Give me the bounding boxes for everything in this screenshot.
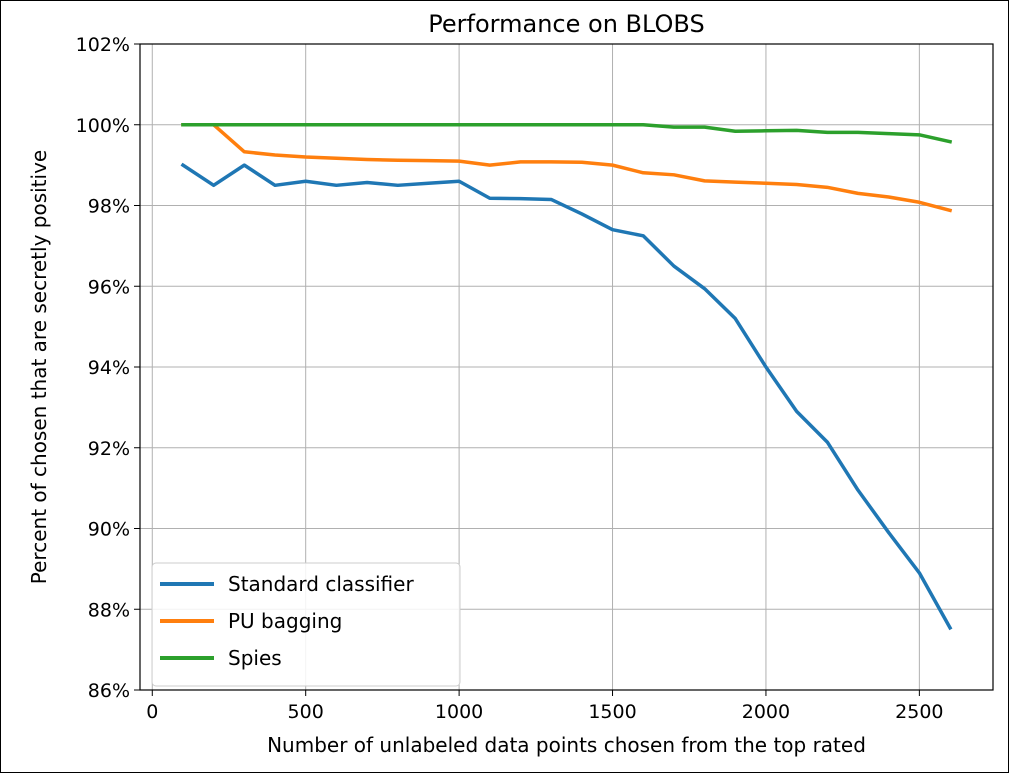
legend-box: [151, 562, 461, 687]
y-axis-label: Percent of chosen that are secretly posi…: [27, 150, 51, 584]
x-tick-label: 1000: [435, 701, 483, 723]
tick-labels: 0 500 1000 1500 2000 2500 86% 88% 90% 92% 94% 96% 98…: [76, 34, 944, 723]
series-line-standard-classifier: [180, 162, 953, 631]
x-axis-label: Number of unlabeled data points chosen f…: [267, 733, 866, 757]
legend-label-pu-bagging: PU bagging: [228, 609, 342, 633]
chart-title: Performance on BLOBS: [428, 10, 704, 38]
x-tick-label: 2500: [895, 701, 943, 723]
legend-label-standard-classifier: Standard classifier: [228, 572, 414, 596]
y-tick-label: 102%: [76, 34, 130, 56]
y-tick-label: 92%: [88, 438, 130, 460]
series-line-pu-bagging: [181, 123, 953, 213]
x-tick-label: 2000: [742, 701, 790, 723]
legend: Standard classifier PU bagging Spies: [151, 562, 461, 687]
series-lines: [180, 123, 953, 631]
x-tick-label: 0: [146, 701, 158, 723]
y-tick-label: 94%: [88, 357, 130, 379]
y-tick-label: 98%: [88, 196, 130, 218]
y-tick-label: 96%: [88, 276, 130, 298]
tick-marks: [134, 43, 920, 696]
series-line-spies: [181, 123, 953, 144]
x-tick-label: 1500: [588, 701, 636, 723]
legend-label-spies: Spies: [228, 646, 282, 670]
y-tick-label: 90%: [88, 519, 130, 541]
x-tick-label: 500: [288, 701, 324, 723]
y-tick-label: 88%: [88, 599, 130, 621]
y-tick-label: 100%: [76, 115, 130, 137]
y-tick-label: 86%: [88, 680, 130, 702]
